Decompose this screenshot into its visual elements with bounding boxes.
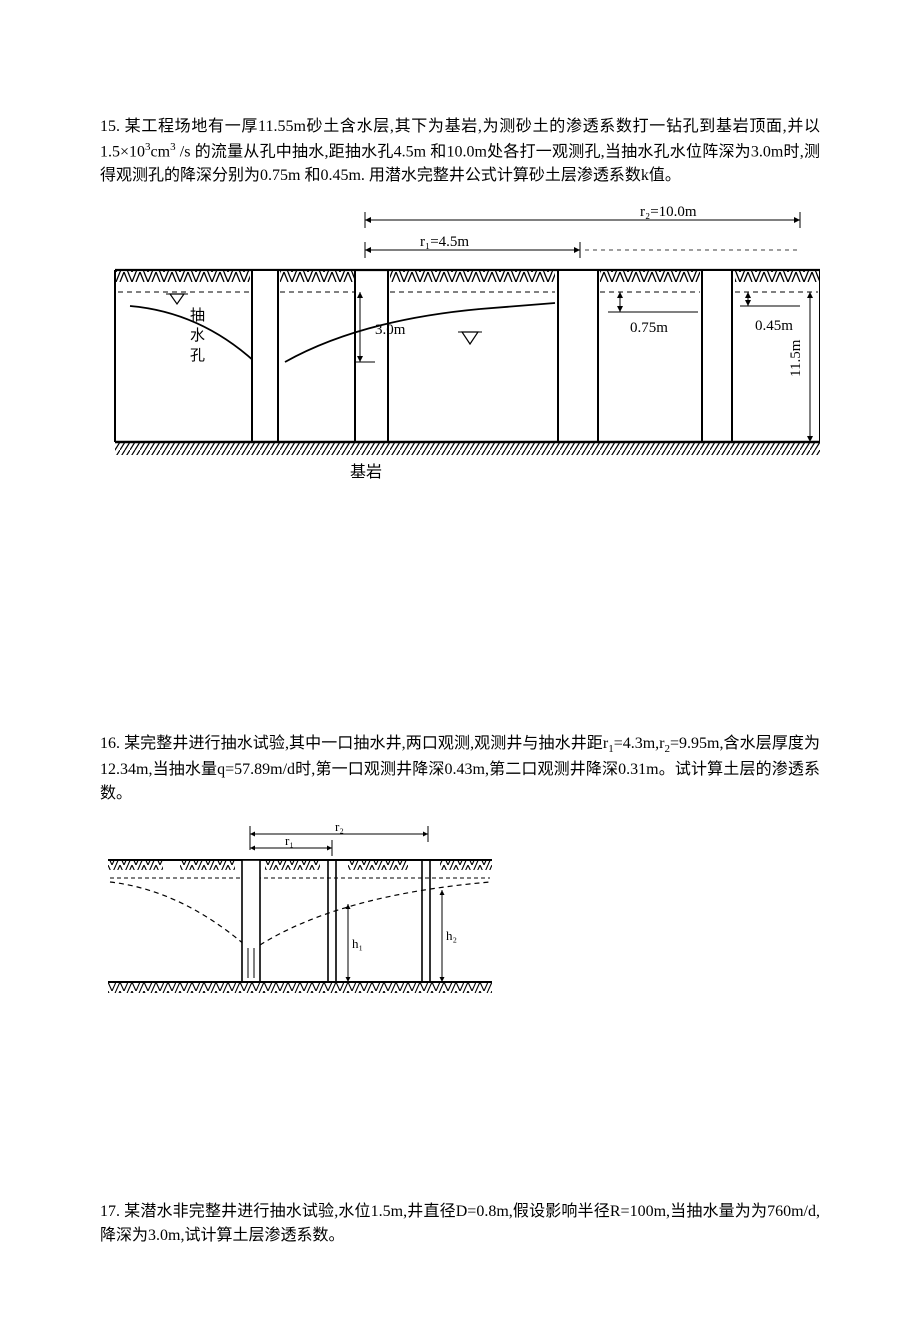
fig15-bedrock: 基岩 [350, 463, 382, 481]
figure-16-svg: r₂ r₁ h₁ [100, 820, 500, 1010]
problem-17: 17. 某潜水非完整井进行抽水试验,水位1.5m,井直径D=0.8m,假设影响半… [100, 1200, 820, 1248]
fig15-pump-l3: 孔 [190, 347, 205, 364]
fig15-dobs2: 0.45m [755, 318, 793, 334]
problem-15-text-c: /s 的流量从孔中抽水,距抽水孔4.5m 和10.0m处各打一观测孔,当抽水孔水… [100, 143, 820, 184]
problem-17-number: 17. [100, 1203, 120, 1220]
fig15-pump-l1: 抽 [190, 307, 205, 324]
figure-15: r₂=10.0m r₁=4.5m [100, 202, 820, 492]
fig15-dpump: 3.0m [375, 322, 406, 338]
fig16-r1: r₁ [285, 833, 294, 848]
fig16-r2: r₂ [335, 820, 344, 834]
problem-15: 15. 某工程场地有一厚11.55m砂土含水层,其下为基岩,为测砂土的渗透系数打… [100, 115, 820, 188]
fig15-pump-l2: 水 [190, 327, 205, 344]
figure-16: r₂ r₁ h₁ [100, 820, 820, 1010]
problem-15-number: 15. [100, 118, 120, 135]
problem-15-text-b: cm [151, 143, 171, 160]
fig15-r1-label: r₁=4.5m [420, 234, 469, 250]
problem-16-number: 16. [100, 735, 120, 752]
problem-16: 16. 某完整井进行抽水试验,其中一口抽水井,两口观测,观测井与抽水井距r1=4… [100, 732, 820, 806]
problem-16-text-b: =4.3m,r [614, 735, 665, 752]
problem-16-text-a: 某完整井进行抽水试验,其中一口抽水井,两口观测,观测井与抽水井距r [124, 735, 608, 752]
page-content: 15. 某工程场地有一厚11.55m砂土含水层,其下为基岩,为测砂土的渗透系数打… [0, 0, 920, 1318]
spacer-2 [100, 1050, 820, 1200]
figure-15-svg: r₂=10.0m r₁=4.5m [100, 202, 820, 492]
fig15-r2-label: r₂=10.0m [640, 204, 697, 220]
fig15-dobs1: 0.75m [630, 320, 668, 336]
fig15-thickness: 11.5m [788, 340, 804, 378]
problem-17-text: 某潜水非完整井进行抽水试验,水位1.5m,井直径D=0.8m,假设影响半径R=1… [100, 1203, 820, 1244]
fig16-h2: h₂ [446, 928, 457, 943]
fig16-h1: h₁ [352, 936, 363, 951]
spacer-1 [100, 532, 820, 732]
